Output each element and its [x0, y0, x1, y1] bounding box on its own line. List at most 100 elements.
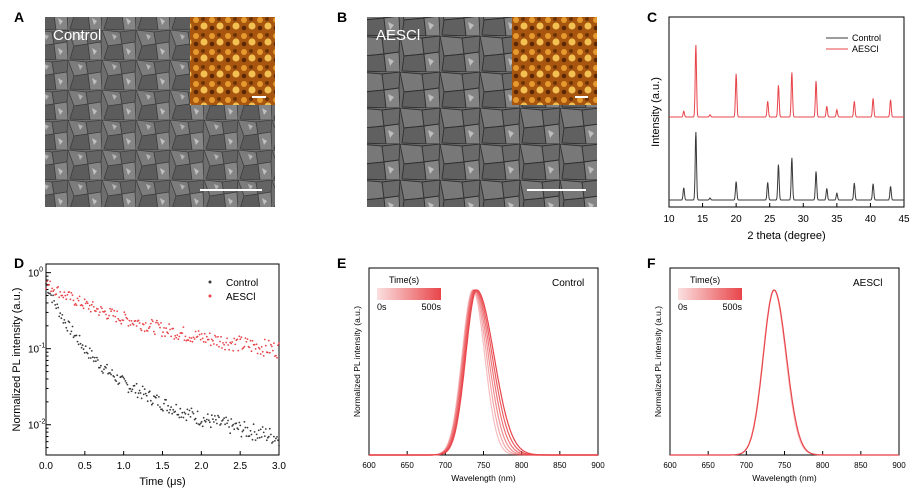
data-point-control	[233, 428, 236, 431]
spectrum-line	[670, 289, 899, 456]
x-tick-label: 1.0	[117, 461, 131, 472]
data-point-control	[166, 409, 169, 412]
data-point-aescl	[175, 336, 178, 339]
data-point-aescl	[214, 334, 216, 337]
data-point-control	[49, 292, 51, 295]
data-point-control	[178, 416, 181, 419]
y-tick-label: 10-1	[28, 343, 45, 356]
data-point-control	[209, 426, 212, 429]
y-tick-label: 10-2	[28, 419, 45, 432]
data-point-aescl	[61, 294, 64, 297]
data-point-control	[157, 404, 159, 406]
data-point-control	[86, 352, 89, 355]
data-point-control	[113, 376, 116, 378]
data-point-aescl	[113, 309, 116, 312]
x-tick-label: 2.5	[233, 461, 247, 472]
data-point-aescl	[134, 319, 137, 322]
data-point-control	[190, 407, 193, 410]
data-point-control	[79, 342, 82, 345]
data-point-control	[227, 419, 230, 422]
data-point-aescl	[264, 344, 267, 347]
data-point-control	[258, 436, 261, 439]
data-point-control	[100, 364, 102, 367]
data-point-aescl	[91, 301, 94, 303]
data-point-aescl	[87, 308, 90, 310]
data-point-aescl	[92, 305, 95, 308]
data-point-aescl	[156, 319, 158, 322]
x-axis-label: Wavelength (nm)	[752, 473, 817, 483]
data-point-control	[162, 409, 164, 412]
panel-d-letter: D	[14, 255, 24, 271]
x-tick-label: 850	[553, 461, 567, 470]
data-point-aescl	[237, 349, 240, 352]
data-point-control	[133, 384, 136, 387]
data-point-control	[92, 360, 95, 363]
y-axis-label: Normalized PL intensity (a.u.)	[653, 306, 663, 417]
data-point-control	[208, 421, 211, 424]
data-point-aescl	[205, 335, 208, 338]
data-point-aescl	[231, 341, 234, 343]
x-tick-label: 900	[892, 461, 906, 470]
data-point-control	[103, 368, 105, 371]
panel-a-letter: A	[14, 9, 24, 25]
x-tick-label: 3.0	[272, 461, 286, 472]
data-point-control	[224, 423, 227, 426]
x-tick-label: 600	[362, 461, 376, 470]
data-point-control	[251, 438, 254, 441]
data-point-control	[168, 411, 171, 414]
y-axis-label: Normalized PL intensity (a.u.)	[352, 306, 362, 417]
data-point-control	[268, 427, 271, 430]
data-point-aescl	[233, 337, 236, 340]
data-point-aescl	[207, 338, 210, 341]
data-point-control	[66, 329, 69, 332]
data-point-control	[58, 315, 61, 318]
data-point-control	[196, 410, 199, 413]
data-point-aescl	[184, 335, 187, 338]
data-point-control	[245, 435, 248, 437]
data-point-control	[106, 363, 108, 366]
data-point-aescl	[70, 292, 73, 294]
colorbar-min-label: 0s	[377, 302, 387, 312]
data-point-control	[257, 429, 260, 432]
data-point-aescl	[249, 339, 252, 342]
data-point-control	[200, 420, 203, 423]
data-point-aescl	[51, 287, 53, 290]
data-point-control	[243, 420, 246, 423]
image-label-control: Control	[53, 27, 101, 44]
data-point-aescl	[189, 340, 192, 342]
data-point-control	[241, 430, 244, 433]
x-tick-label: 750	[778, 461, 792, 470]
data-point-control	[179, 407, 182, 410]
data-point-aescl	[123, 311, 126, 314]
afm-inset-aescl	[512, 17, 597, 105]
data-point-aescl	[253, 343, 256, 346]
data-point-aescl	[199, 338, 202, 341]
data-point-aescl	[225, 341, 228, 344]
data-point-control	[78, 334, 81, 337]
y-axis-label: Normalized PL intensity (a.u.)	[11, 288, 23, 432]
data-point-control	[116, 374, 119, 377]
x-tick-label: 2.0	[194, 461, 208, 472]
data-point-aescl	[49, 280, 51, 283]
data-point-control	[101, 370, 103, 373]
data-point-control	[202, 416, 205, 419]
data-point-control	[249, 429, 252, 432]
data-point-aescl	[176, 334, 179, 336]
data-point-aescl	[204, 341, 207, 343]
data-point-control	[109, 372, 111, 374]
image-label-aescl: AESCl	[376, 27, 420, 44]
data-point-aescl	[227, 344, 230, 346]
series-line-aescl	[669, 44, 904, 118]
data-point-control	[214, 415, 216, 417]
data-point-aescl	[148, 325, 151, 328]
data-point-control	[141, 385, 144, 388]
data-point-control	[55, 307, 58, 310]
data-point-aescl	[192, 336, 195, 339]
colorbar	[377, 288, 441, 300]
data-point-aescl	[86, 302, 89, 305]
x-tick-label: 700	[439, 461, 453, 470]
data-point-control	[122, 376, 125, 379]
data-point-control	[130, 390, 133, 393]
data-point-aescl	[64, 294, 67, 297]
data-point-aescl	[131, 322, 134, 325]
